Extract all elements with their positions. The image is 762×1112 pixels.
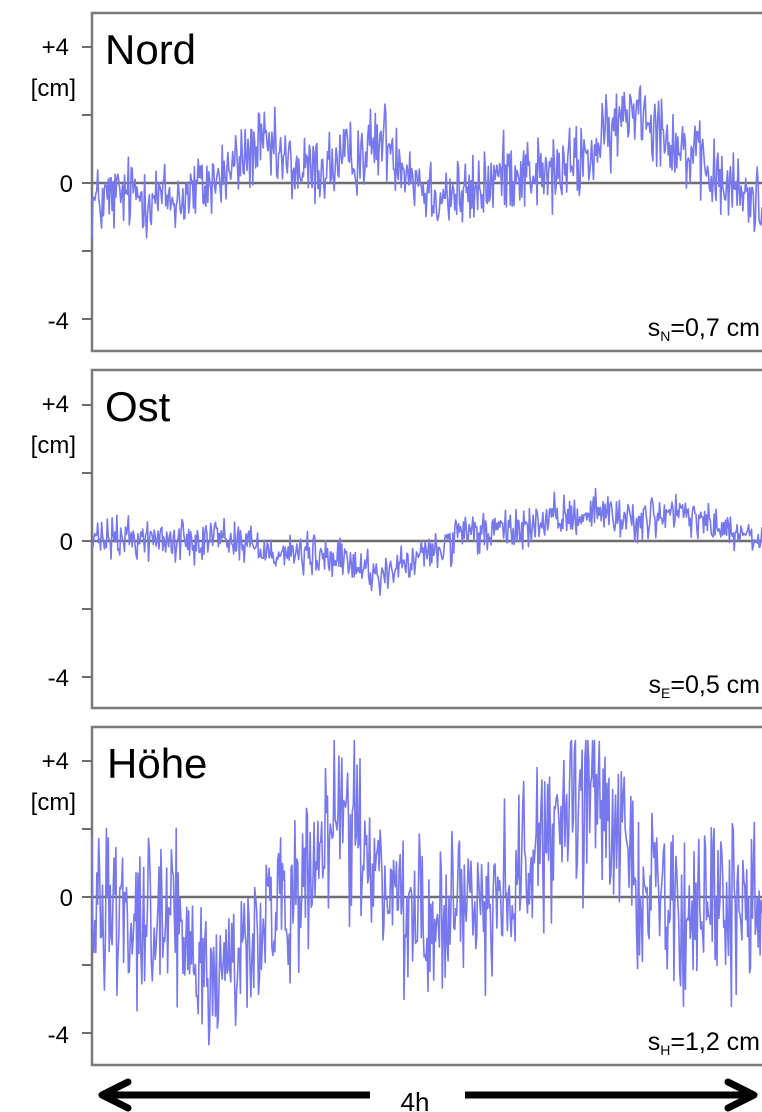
y-tick-label-max: +4 bbox=[42, 391, 69, 418]
series-line-ost bbox=[91, 487, 762, 596]
y-axis-unit: [cm] bbox=[31, 75, 76, 102]
stat-subscript: E bbox=[661, 685, 670, 701]
panel-title: Höhe bbox=[107, 740, 207, 787]
panel-title: Ost bbox=[105, 383, 171, 430]
y-tick-label-min: -4 bbox=[48, 665, 69, 692]
stat-label: sN=0,7 cm bbox=[648, 314, 760, 344]
stat-subscript: H bbox=[660, 1042, 670, 1058]
duration-arrow: 4h bbox=[98, 1078, 758, 1112]
duration-label: 4h bbox=[401, 1087, 430, 1112]
series-line-hoehe bbox=[91, 739, 762, 1046]
y-axis-unit: [cm] bbox=[31, 789, 76, 816]
y-tick-label-zero: 0 bbox=[60, 529, 73, 556]
panel-hoehe: +4 [cm] 0 -4 Höhe sH=1,2 cm bbox=[31, 725, 762, 1067]
y-tick-label-max: +4 bbox=[42, 34, 69, 61]
stat-value: =1,2 cm bbox=[670, 1028, 760, 1056]
panel-ost: +4 [cm] 0 -4 Ost sE=0,5 cm bbox=[31, 368, 762, 710]
stat-label: sE=0,5 cm bbox=[649, 671, 760, 701]
panel-title: Nord bbox=[105, 26, 196, 73]
panel-frame bbox=[90, 368, 762, 710]
stat-label: sH=1,2 cm bbox=[648, 1028, 760, 1058]
stat-value: =0,7 cm bbox=[670, 314, 760, 342]
panel-nord: +4 [cm] 0 -4 Nord sN=0,7 cm bbox=[31, 11, 762, 353]
series-line-nord bbox=[91, 85, 762, 239]
y-axis-unit: [cm] bbox=[31, 432, 76, 459]
stat-symbol: s bbox=[648, 314, 661, 342]
y-tick-label-min: -4 bbox=[48, 1022, 69, 1049]
y-tick-label-zero: 0 bbox=[60, 885, 73, 912]
y-tick-label-zero: 0 bbox=[60, 171, 73, 198]
y-tick-label-max: +4 bbox=[42, 748, 69, 775]
stat-subscript: N bbox=[660, 328, 670, 344]
y-tick-label-min: -4 bbox=[48, 308, 69, 335]
stat-symbol: s bbox=[649, 671, 662, 699]
stat-value: =0,5 cm bbox=[670, 671, 760, 699]
arrow-head-right-icon bbox=[724, 1078, 758, 1112]
arrow-head-left-icon bbox=[98, 1078, 132, 1112]
stat-symbol: s bbox=[648, 1028, 661, 1056]
